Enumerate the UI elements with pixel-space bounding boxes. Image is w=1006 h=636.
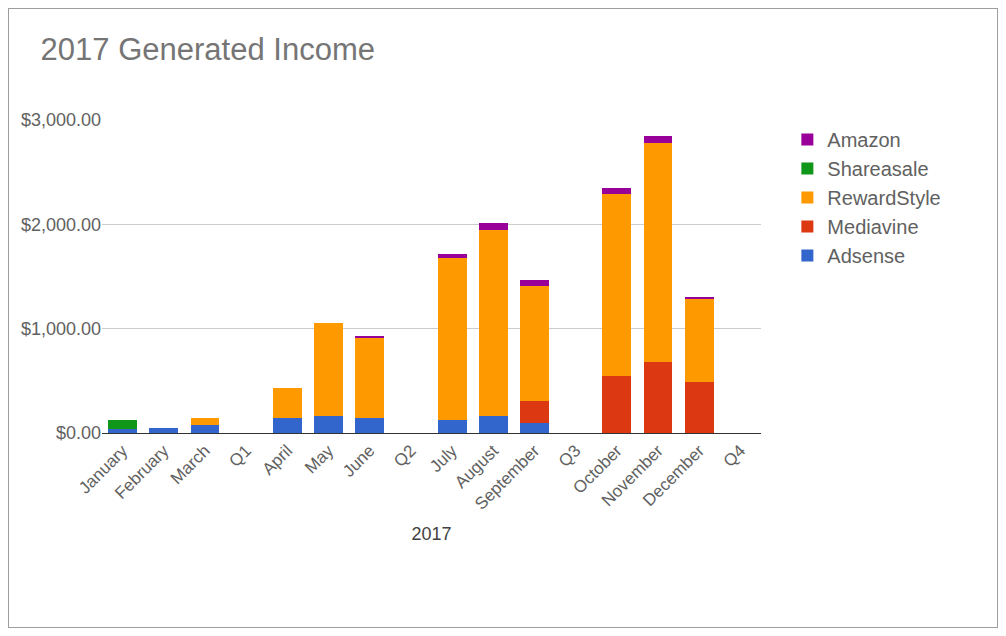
svg-text:$2,000.00: $2,000.00: [21, 215, 101, 235]
svg-text:February: February: [111, 441, 173, 503]
svg-text:May: May: [301, 441, 337, 477]
svg-text:June: June: [339, 441, 379, 481]
svg-text:$0.00: $0.00: [56, 423, 101, 443]
svg-text:Q2: Q2: [390, 441, 419, 470]
svg-text:2017 Generated Income: 2017 Generated Income: [41, 32, 375, 67]
svg-text:September: September: [471, 441, 543, 513]
svg-text:Amazon: Amazon: [827, 129, 900, 151]
svg-text:Q4: Q4: [720, 441, 749, 470]
svg-text:April: April: [259, 441, 296, 478]
svg-text:November: November: [598, 441, 667, 510]
svg-text:2017: 2017: [411, 524, 451, 544]
svg-text:Q3: Q3: [555, 441, 584, 470]
svg-text:March: March: [167, 441, 214, 488]
svg-text:December: December: [639, 441, 708, 510]
svg-text:Mediavine: Mediavine: [827, 216, 918, 238]
svg-text:Adsense: Adsense: [827, 245, 905, 267]
svg-text:RewardStyle: RewardStyle: [827, 187, 940, 209]
svg-text:Q1: Q1: [226, 441, 255, 470]
svg-text:August: August: [451, 441, 502, 492]
svg-text:$1,000.00: $1,000.00: [21, 319, 101, 339]
svg-text:October: October: [569, 441, 625, 497]
svg-text:July: July: [426, 441, 461, 476]
svg-text:$3,000.00: $3,000.00: [21, 110, 101, 130]
svg-text:Shareasale: Shareasale: [827, 158, 928, 180]
svg-text:January: January: [75, 441, 132, 498]
